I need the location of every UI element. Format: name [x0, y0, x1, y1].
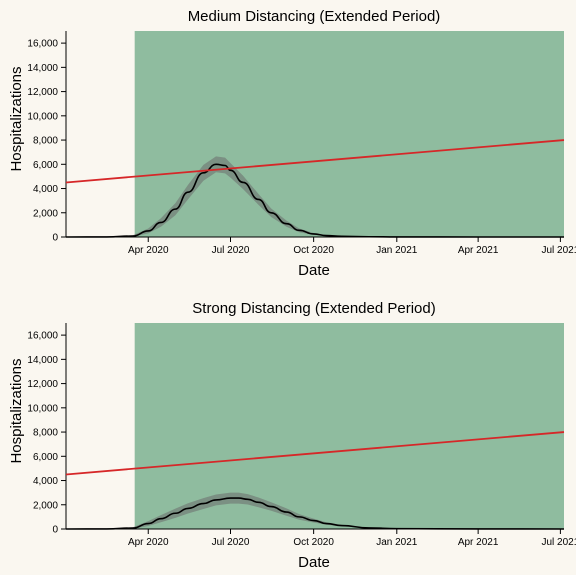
y-tick-label: 14,000	[27, 63, 58, 74]
capacity-line	[65, 431, 565, 476]
x-tick-label: Apr 2020	[128, 537, 169, 548]
y-tick-label: 10,000	[27, 403, 58, 414]
y-tick-label: 6,000	[33, 160, 58, 171]
y-tick-label: 0	[52, 525, 58, 536]
y-tick-label: 2,000	[33, 500, 58, 511]
x-tick-label: Oct 2020	[293, 537, 334, 548]
x-tick-label: Apr 2021	[458, 245, 499, 256]
y-tick-label: 12,000	[27, 379, 58, 390]
x-tick-label: Jul 2021	[541, 245, 576, 256]
distancing-period	[134, 31, 565, 237]
y-tick-label: 14,000	[27, 355, 58, 366]
y-tick-label: 8,000	[33, 136, 58, 147]
x-tick-label: Oct 2020	[293, 245, 334, 256]
y-tick-label: 10,000	[27, 111, 58, 122]
capacity-line	[65, 139, 565, 184]
hospitalizations-line	[65, 497, 565, 530]
y-tick-label: 4,000	[33, 476, 58, 487]
chart-title: Medium Distancing (Extended Period)	[188, 8, 441, 25]
y-tick-label: 16,000	[27, 331, 58, 342]
y-axis-label: Hospitalizations	[8, 358, 25, 463]
y-axis-label: Hospitalizations	[8, 66, 25, 171]
x-tick-label: Jul 2021	[541, 537, 576, 548]
x-axis-label: Date	[298, 262, 330, 279]
x-tick-label: Jul 2020	[212, 245, 250, 256]
x-tick-label: Apr 2020	[128, 245, 169, 256]
y-tick-label: 6,000	[33, 452, 58, 463]
distancing-period	[134, 323, 565, 529]
chart-panel-medium: 0 2,000 4,000 6,000 8,000 10,000 12,000 14,000 1…	[8, 8, 576, 279]
y-tick-label: 8,000	[33, 428, 58, 439]
y-tick-label: 0	[52, 233, 58, 244]
x-tick-label: Jan 2021	[376, 245, 418, 256]
y-tick-label: 4,000	[33, 184, 58, 195]
x-tick-label: Jan 2021	[376, 537, 418, 548]
x-tick-label: Apr 2021	[458, 537, 499, 548]
chart-title: Strong Distancing (Extended Period)	[192, 300, 435, 317]
uncertainty-band	[66, 492, 564, 529]
y-tick-label: 16,000	[27, 39, 58, 50]
hospitalizations-line	[65, 163, 564, 238]
y-tick-label: 12,000	[27, 87, 58, 98]
x-axis-label: Date	[298, 554, 330, 571]
chart-panel-strong: 0 2,000 4,000 6,000 8,000 10,000 12,000 14,000 1…	[8, 300, 576, 571]
y-tick-label: 2,000	[33, 208, 58, 219]
x-tick-label: Jul 2020	[212, 537, 250, 548]
